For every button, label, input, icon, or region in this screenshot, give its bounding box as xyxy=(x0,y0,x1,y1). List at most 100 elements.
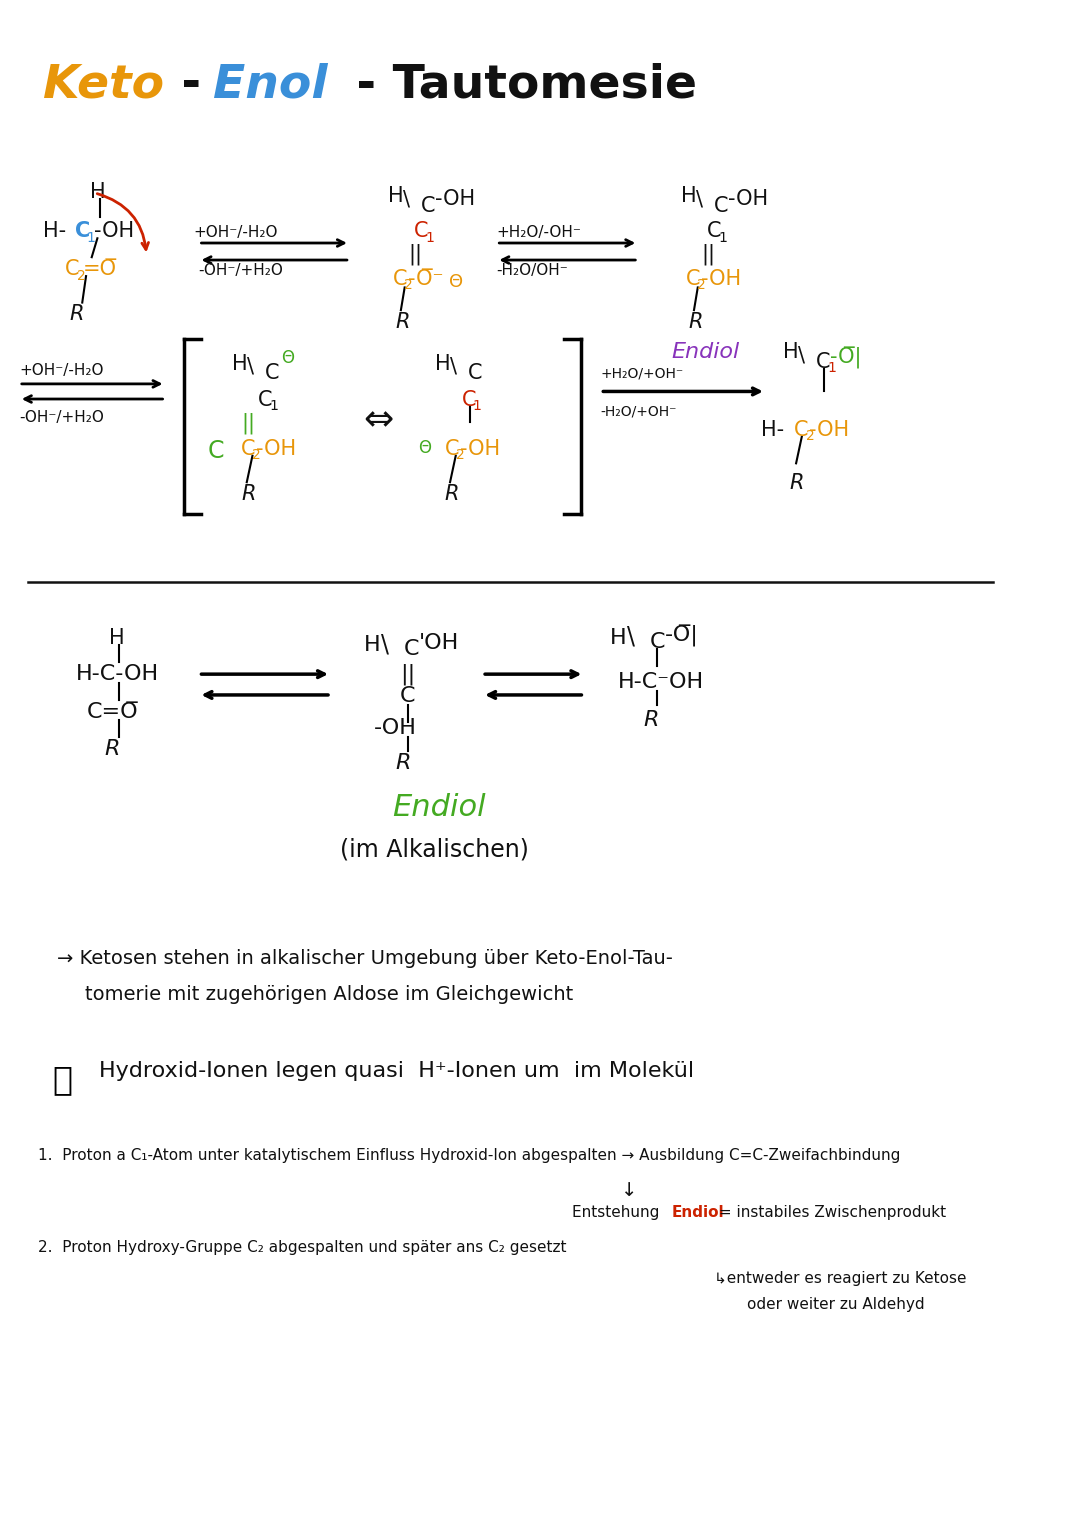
Text: ||: || xyxy=(400,664,415,686)
Text: +OH⁻/-H₂O: +OH⁻/-H₂O xyxy=(19,363,104,379)
Text: 'OH: 'OH xyxy=(419,632,459,652)
Text: = instabiles Zwischenprodukt: = instabiles Zwischenprodukt xyxy=(714,1205,946,1220)
Text: 1: 1 xyxy=(473,399,482,412)
Text: +OH⁻/-H₂O: +OH⁻/-H₂O xyxy=(193,224,279,240)
Text: -OH: -OH xyxy=(435,189,475,209)
Text: 2: 2 xyxy=(253,449,261,463)
Text: H-C⁻OH: H-C⁻OH xyxy=(618,672,703,692)
Text: C: C xyxy=(392,269,407,289)
Text: 1.  Proton a C₁-Atom unter katalytischem Einfluss Hydroxid-Ion abgespalten → Aus: 1. Proton a C₁-Atom unter katalytischem … xyxy=(38,1148,901,1164)
Text: Hydroxid-Ionen legen quasi  H⁺-Ionen um  im Molekül: Hydroxid-Ionen legen quasi H⁺-Ionen um i… xyxy=(99,1061,694,1081)
Text: 2: 2 xyxy=(806,429,814,443)
Text: C=O̅: C=O̅ xyxy=(87,701,138,722)
Text: 💡: 💡 xyxy=(52,1063,72,1096)
Text: C: C xyxy=(241,438,256,458)
Text: ||: || xyxy=(702,243,716,264)
Text: -O̅|: -O̅| xyxy=(831,347,862,370)
Text: R: R xyxy=(688,312,703,331)
Text: H: H xyxy=(610,628,626,647)
Text: R: R xyxy=(395,753,410,773)
Text: H: H xyxy=(783,342,798,362)
Text: 2: 2 xyxy=(404,278,413,292)
Text: -OH⁻/+H₂O: -OH⁻/+H₂O xyxy=(199,263,283,278)
Text: -OH: -OH xyxy=(374,718,417,738)
Text: Θ: Θ xyxy=(449,273,463,292)
Text: ↓: ↓ xyxy=(621,1180,637,1200)
Text: \: \ xyxy=(403,189,409,209)
Text: 2: 2 xyxy=(697,278,705,292)
Text: R: R xyxy=(644,710,660,730)
Text: -: - xyxy=(165,63,218,107)
Text: R: R xyxy=(444,484,459,504)
Text: - Tautomesie: - Tautomesie xyxy=(340,63,698,107)
Text: Endiol: Endiol xyxy=(392,794,486,822)
Text: ⇔: ⇔ xyxy=(363,403,393,437)
Text: C: C xyxy=(714,195,728,215)
Text: +H₂O/+OH⁻: +H₂O/+OH⁻ xyxy=(600,366,684,380)
Text: H-: H- xyxy=(761,420,784,440)
Text: -H₂O/+OH⁻: -H₂O/+OH⁻ xyxy=(600,405,677,418)
Text: C: C xyxy=(444,438,459,458)
Text: C: C xyxy=(816,351,831,371)
Text: C: C xyxy=(421,195,435,215)
Text: H: H xyxy=(388,186,403,206)
Text: C: C xyxy=(794,420,809,440)
Text: Endiol: Endiol xyxy=(672,1205,724,1220)
Text: C: C xyxy=(707,221,721,241)
Text: C: C xyxy=(65,260,80,279)
Text: H: H xyxy=(109,628,124,647)
Text: tomerie mit zugehörigen Aldose im Gleichgewicht: tomerie mit zugehörigen Aldose im Gleich… xyxy=(85,985,573,1005)
Text: 1: 1 xyxy=(718,231,728,244)
Text: ||: || xyxy=(241,412,255,434)
Text: Enol: Enol xyxy=(213,63,327,107)
Text: H-C-OH: H-C-OH xyxy=(76,664,159,684)
Text: H: H xyxy=(435,354,450,374)
Text: C: C xyxy=(265,363,280,383)
Text: H: H xyxy=(364,635,380,655)
Text: H: H xyxy=(680,186,697,206)
Text: -OH⁻/+H₂O: -OH⁻/+H₂O xyxy=(19,411,104,426)
Text: \: \ xyxy=(798,345,805,365)
Text: R: R xyxy=(241,484,256,504)
Text: 1: 1 xyxy=(270,399,279,412)
Text: C: C xyxy=(75,221,90,241)
Text: (im Alkalischen): (im Alkalischen) xyxy=(340,838,529,861)
Text: -H₂O/OH⁻: -H₂O/OH⁻ xyxy=(497,263,568,278)
Text: R: R xyxy=(104,739,120,759)
Text: \: \ xyxy=(450,356,457,377)
Text: Entstehung: Entstehung xyxy=(572,1205,664,1220)
Text: 2: 2 xyxy=(456,449,464,463)
Text: C: C xyxy=(649,632,665,652)
Text: H: H xyxy=(231,354,247,374)
Text: C: C xyxy=(461,389,476,409)
Text: -OH: -OH xyxy=(94,221,134,241)
Text: 2: 2 xyxy=(77,269,85,282)
Text: C: C xyxy=(208,438,225,463)
Text: C: C xyxy=(258,389,272,409)
Text: \: \ xyxy=(626,625,635,649)
Text: oder weiter zu Aldehyd: oder weiter zu Aldehyd xyxy=(747,1298,924,1312)
Text: R: R xyxy=(69,304,83,324)
Text: Endiol: Endiol xyxy=(672,342,740,362)
Text: 1: 1 xyxy=(86,231,95,244)
Text: → Ketosen stehen in alkalischer Umgebung über Keto-Enol-Tau-: → Ketosen stehen in alkalischer Umgebung… xyxy=(57,950,673,968)
Text: 1: 1 xyxy=(827,362,836,376)
Text: C: C xyxy=(686,269,700,289)
Text: -OH: -OH xyxy=(256,438,296,458)
Text: \: \ xyxy=(696,189,703,209)
Text: -OH: -OH xyxy=(809,420,850,440)
Text: +H₂O/-OH⁻: +H₂O/-OH⁻ xyxy=(497,224,581,240)
Text: =O̅: =O̅ xyxy=(82,260,117,279)
Text: Θ: Θ xyxy=(281,348,294,366)
Text: -O̅⁻: -O̅⁻ xyxy=(407,269,443,289)
Text: ↳entweder es reagiert zu Ketose: ↳entweder es reagiert zu Ketose xyxy=(714,1270,967,1286)
Text: Keto: Keto xyxy=(42,63,164,107)
Text: -OH: -OH xyxy=(728,189,768,209)
Text: 1: 1 xyxy=(426,231,434,244)
Text: -OH: -OH xyxy=(701,269,741,289)
Text: C: C xyxy=(404,640,419,660)
Text: C: C xyxy=(400,687,416,707)
Text: 2.  Proton Hydroxy-Gruppe C₂ abgespalten und später ans C₂ gesetzt: 2. Proton Hydroxy-Gruppe C₂ abgespalten … xyxy=(38,1240,566,1255)
Text: -O̅|: -O̅| xyxy=(664,625,699,647)
Text: R: R xyxy=(395,312,409,331)
